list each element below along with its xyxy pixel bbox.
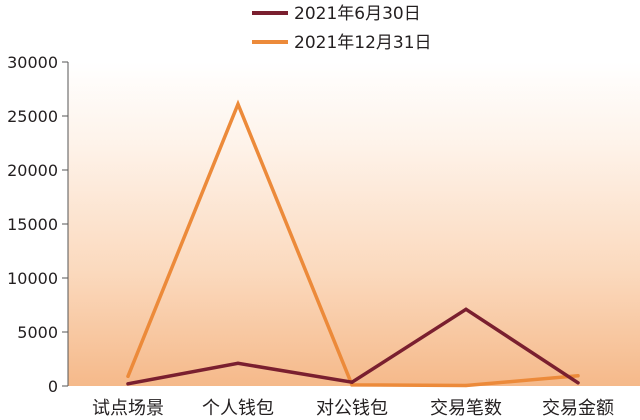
y-axis-ticks: 0 5000 10000 15000 20000 25000 30000 <box>7 53 68 396</box>
y-tick-label: 10000 <box>7 269 58 288</box>
data-point <box>350 380 354 384</box>
x-category-label: 试点场景 <box>92 398 164 419</box>
y-tick-label: 25000 <box>7 107 58 126</box>
x-axis-labels: 试点场景 个人钱包 对公钱包 交易笔数 交易金额 <box>92 398 614 419</box>
x-category-label: 个人钱包 <box>202 398 274 419</box>
data-point <box>236 361 240 365</box>
data-point <box>236 102 240 106</box>
data-point <box>126 382 130 386</box>
legend-label: 2021年6月30日 <box>294 4 421 24</box>
data-point <box>576 381 580 385</box>
y-tick-label: 20000 <box>7 161 58 180</box>
x-category-label: 对公钱包 <box>316 398 388 419</box>
plot-area <box>68 62 640 386</box>
x-category-label: 交易笔数 <box>430 398 502 419</box>
legend: 2021年6月30日 2021年12月31日 <box>252 4 432 53</box>
data-point <box>464 307 468 311</box>
y-tick-label: 15000 <box>7 215 58 234</box>
series-layer <box>126 99 580 388</box>
data-point <box>576 374 580 378</box>
y-tick-label: 0 <box>48 377 58 396</box>
legend-label: 2021年12月31日 <box>294 33 432 53</box>
data-point <box>350 383 354 387</box>
y-tick-label: 30000 <box>7 53 58 72</box>
x-category-label: 交易金额 <box>542 398 614 419</box>
data-point <box>126 374 130 378</box>
data-point <box>464 383 468 388</box>
y-tick-label: 5000 <box>17 323 58 342</box>
